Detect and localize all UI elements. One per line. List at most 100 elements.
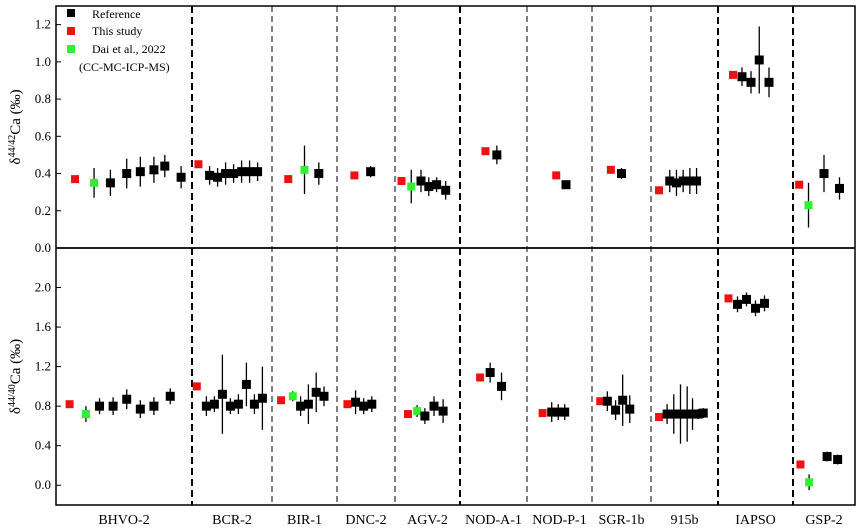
point-reference (122, 169, 132, 179)
legend-label-dai: Dai et al., 2022 (92, 42, 166, 56)
y-tick-label: 1.0 (35, 54, 51, 69)
point-reference (764, 77, 774, 87)
point-this-study (65, 400, 74, 409)
point-dai (81, 410, 90, 419)
point-dai (288, 392, 297, 401)
legend-marker-dai (67, 45, 75, 53)
point-reference (217, 389, 227, 399)
point-this-study (397, 176, 406, 185)
category-label: 915b (671, 513, 699, 528)
point-reference (560, 407, 570, 417)
category-label: DNC-2 (345, 513, 386, 528)
y-tick-label: 1.2 (35, 359, 51, 374)
point-reference (669, 409, 679, 419)
category-label: BIR-1 (287, 513, 322, 528)
point-reference (416, 176, 426, 186)
point-reference (176, 172, 186, 182)
point-reference (359, 401, 369, 411)
point-reference (692, 176, 702, 186)
legend-marker-reference (67, 9, 75, 17)
point-this-study (404, 410, 412, 419)
point-reference (105, 178, 115, 188)
point-dai (300, 165, 309, 174)
y-axis-bottom: 0.0 0.4 0.8 1.2 1.6 2.0 (35, 280, 61, 492)
point-reference (241, 379, 251, 389)
y-tick-label: 0.2 (35, 203, 51, 218)
y-axis-top: 0.0 0.2 0.4 0.6 0.8 1.0 1.2 (35, 17, 61, 255)
point-reference (760, 298, 769, 308)
point-reference (485, 368, 495, 378)
point-this-study (71, 175, 80, 184)
y-axis-title-top: δ44/42Ca (‰) (7, 89, 25, 164)
y-tick-label: 2.0 (35, 280, 51, 295)
category-label: IAPSO (735, 513, 775, 528)
point-reference (835, 183, 844, 193)
point-this-study (796, 460, 805, 469)
point-this-study (476, 373, 485, 382)
point-reference (737, 72, 747, 82)
point-dai (805, 478, 814, 487)
point-reference (257, 393, 267, 403)
point-reference (233, 399, 243, 409)
point-reference (819, 169, 829, 179)
legend-label-this-study: This study (92, 24, 142, 38)
point-reference (561, 180, 571, 190)
y-tick-label: 0.8 (35, 398, 51, 413)
y-tick-label: 1.6 (35, 319, 52, 334)
point-this-study (606, 165, 615, 174)
point-this-study (655, 186, 664, 195)
point-this-study (350, 171, 359, 180)
point-reference (245, 167, 255, 177)
y-axis-title-bottom: δ44/40Ca (‰) (7, 339, 25, 414)
point-reference (351, 397, 361, 407)
legend-marker-this-study (67, 27, 75, 35)
point-reference (678, 176, 688, 186)
category-label: BCR-2 (212, 513, 252, 528)
point-reference (429, 401, 439, 411)
point-reference (205, 170, 215, 180)
point-reference (366, 167, 376, 177)
point-reference (122, 394, 132, 404)
point-reference (685, 176, 695, 186)
point-reference (618, 395, 628, 405)
point-reference (746, 77, 756, 87)
point-reference (553, 407, 563, 417)
point-reference (617, 169, 626, 179)
plot-frame (55, 5, 856, 506)
point-this-study (655, 413, 664, 422)
point-reference (237, 167, 247, 177)
point-reference (108, 401, 118, 411)
category-label: NOD-P-1 (532, 513, 586, 528)
category-labels: BHVO-2 BCR-2 BIR-1 DNC-2 AGV-2 NOD-A-1 NOD-P-1… (98, 513, 842, 528)
point-reference (698, 408, 708, 418)
point-reference (135, 167, 145, 177)
point-reference (213, 172, 223, 182)
panel-top: 0.0 0.2 0.4 0.6 0.8 1.0 1.2 δ44/42Ca (‰) (7, 17, 844, 255)
point-reference (253, 167, 263, 177)
point-reference (492, 150, 502, 160)
point-reference (625, 404, 635, 414)
point-reference (675, 409, 685, 419)
y-tick-label: 1.2 (35, 17, 51, 32)
point-reference (229, 169, 239, 179)
point-this-study (194, 160, 203, 169)
point-reference (314, 169, 324, 179)
point-reference (319, 391, 329, 401)
point-reference (95, 401, 105, 411)
point-this-study (284, 175, 293, 184)
point-reference (296, 401, 306, 411)
category-label: BHVO-2 (98, 513, 149, 528)
y-tick-label: 0.8 (35, 91, 51, 106)
point-this-study (481, 147, 490, 156)
point-this-study (552, 171, 561, 180)
point-reference (149, 165, 159, 175)
legend-note: (CC-MC-ICP-MS) (79, 60, 170, 74)
point-reference (682, 409, 692, 419)
category-label: AGV-2 (407, 513, 448, 528)
point-reference (742, 294, 751, 304)
point-dai (413, 407, 422, 416)
point-this-study (343, 400, 352, 409)
point-reference (209, 399, 219, 409)
legend: Reference This study Dai et al., 2022 (C… (67, 7, 170, 74)
